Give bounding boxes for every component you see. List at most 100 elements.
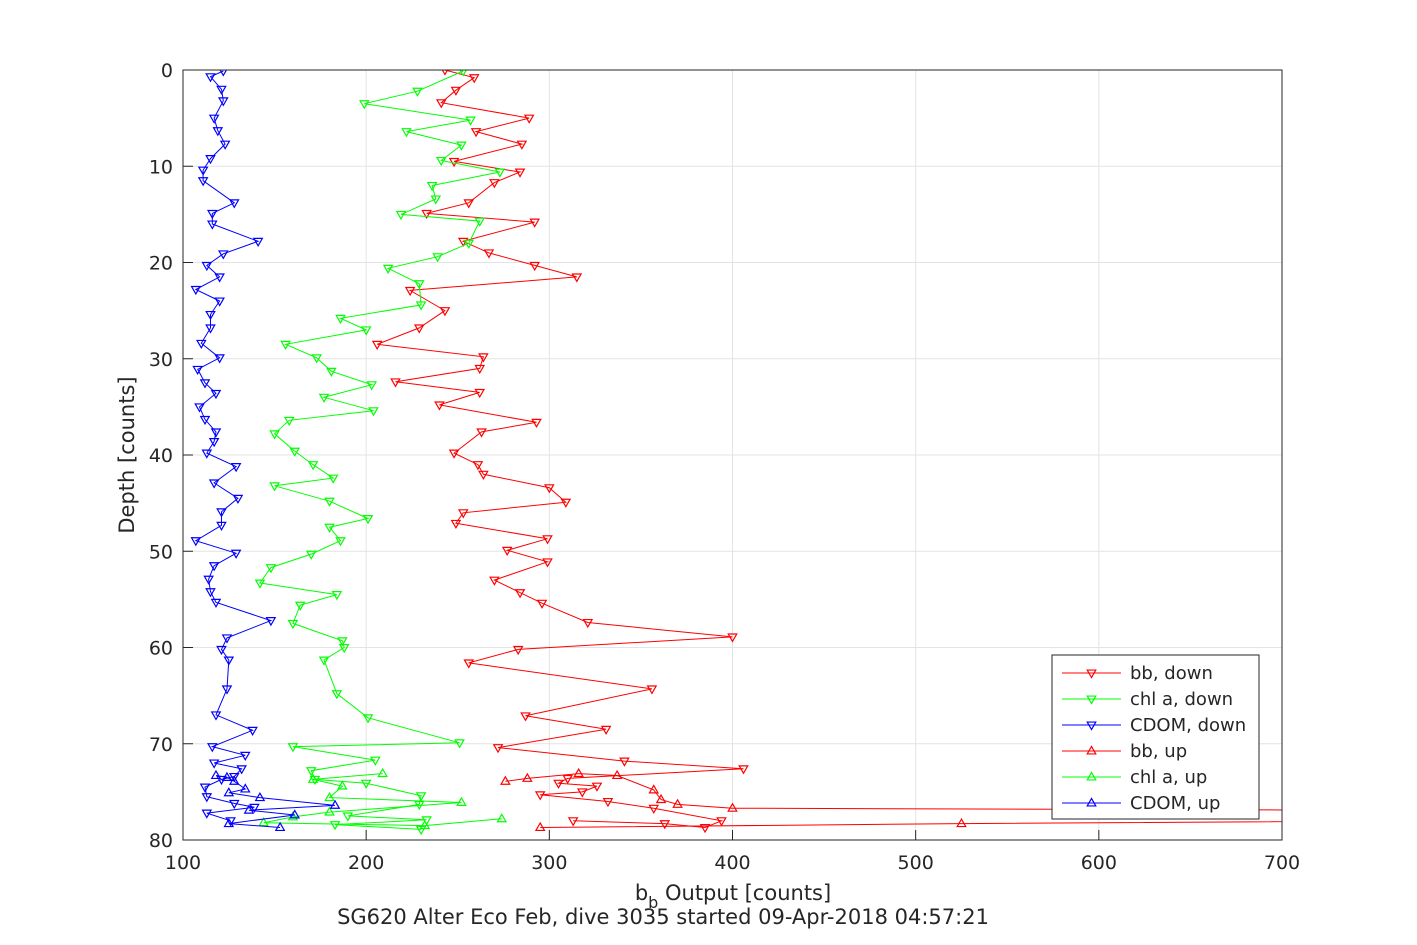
data-point-marker bbox=[324, 497, 335, 507]
data-point-marker bbox=[307, 461, 319, 471]
legend-label: bb, down bbox=[1130, 663, 1213, 684]
data-point-marker bbox=[225, 817, 236, 827]
data-point-marker bbox=[456, 796, 467, 806]
data-point-marker bbox=[648, 804, 660, 814]
data-point-marker bbox=[522, 772, 533, 782]
data-point-marker bbox=[582, 618, 594, 629]
data-point-marker bbox=[324, 523, 335, 533]
data-point-marker bbox=[194, 403, 205, 413]
x-tick-label: 700 bbox=[1264, 852, 1300, 874]
data-point-marker bbox=[412, 87, 423, 97]
data-point-marker bbox=[210, 711, 222, 721]
data-point-marker bbox=[371, 340, 383, 351]
data-point-marker bbox=[463, 199, 475, 209]
data-point-marker bbox=[206, 209, 218, 220]
data-point-marker bbox=[214, 354, 225, 364]
data-point-marker bbox=[283, 416, 295, 427]
data-point-marker bbox=[239, 751, 251, 762]
data-point-marker bbox=[216, 508, 227, 518]
data-point-marker bbox=[247, 726, 258, 736]
data-point-marker bbox=[252, 237, 264, 248]
data-point-marker bbox=[523, 114, 535, 124]
data-point-marker bbox=[342, 812, 354, 822]
data-point-marker bbox=[573, 767, 584, 778]
data-point-marker bbox=[280, 340, 291, 351]
data-point-marker bbox=[337, 637, 348, 647]
data-point-marker bbox=[199, 379, 211, 389]
data-point-marker bbox=[362, 514, 374, 525]
data-point-marker bbox=[205, 588, 216, 598]
data-point-marker bbox=[655, 793, 667, 804]
legend-item: CDOM, down bbox=[1062, 715, 1246, 736]
data-point-marker bbox=[337, 780, 348, 790]
legend-swatch-marker bbox=[1086, 797, 1097, 807]
figure-caption: SG620 Alter Eco Feb, dive 3035 started 0… bbox=[337, 905, 989, 929]
data-point-marker bbox=[377, 767, 388, 778]
legend-item: chl a, up bbox=[1062, 767, 1207, 788]
data-point-marker bbox=[520, 712, 531, 722]
data-point-marker bbox=[567, 817, 579, 827]
data-point-marker bbox=[305, 767, 317, 777]
data-point-marker bbox=[421, 209, 432, 220]
data-point-marker bbox=[324, 791, 335, 802]
data-point-marker bbox=[228, 199, 240, 209]
y-tick-label: 60 bbox=[149, 638, 173, 660]
data-point-marker bbox=[287, 811, 299, 821]
data-point-marker bbox=[470, 128, 482, 138]
data-point-marker bbox=[335, 537, 346, 547]
data-point-marker bbox=[415, 792, 427, 802]
data-point-marker bbox=[265, 617, 277, 627]
data-point-marker bbox=[368, 407, 379, 417]
data-point-marker bbox=[648, 784, 660, 794]
x-tick-label: 100 bbox=[165, 852, 201, 874]
legend-box bbox=[1051, 654, 1260, 820]
data-point-marker bbox=[448, 449, 460, 459]
data-point-marker bbox=[419, 819, 431, 830]
data-point-marker bbox=[197, 166, 209, 176]
data-point-marker bbox=[208, 479, 220, 489]
data-point-marker bbox=[265, 564, 277, 574]
y-tick-label: 30 bbox=[149, 349, 173, 371]
data-point-marker bbox=[542, 535, 553, 545]
data-point-marker bbox=[494, 168, 506, 178]
data-point-marker bbox=[232, 494, 244, 505]
data-point-marker bbox=[478, 470, 489, 480]
legend-item: CDOM, up bbox=[1062, 793, 1220, 814]
data-point-marker bbox=[201, 261, 213, 272]
data-point-marker bbox=[529, 218, 540, 228]
data-point-marker bbox=[478, 353, 489, 363]
data-point-marker bbox=[329, 821, 341, 831]
data-point-marker bbox=[360, 779, 372, 789]
data-point-marker bbox=[208, 759, 220, 769]
data-point-marker bbox=[305, 550, 317, 560]
data-point-marker bbox=[456, 141, 467, 151]
data-point-marker bbox=[432, 253, 443, 263]
data-point-marker bbox=[335, 314, 346, 325]
data-point-marker bbox=[329, 799, 341, 809]
data-point-marker bbox=[236, 765, 247, 775]
data-point-marker bbox=[311, 354, 323, 364]
data-point-marker bbox=[457, 509, 469, 519]
data-point-marker bbox=[190, 285, 202, 296]
data-point-marker bbox=[205, 310, 216, 321]
y-axis-label: Depth [counts] bbox=[115, 376, 139, 533]
data-point-marker bbox=[223, 787, 235, 797]
data-point-marker bbox=[258, 816, 269, 827]
data-point-marker bbox=[201, 449, 213, 459]
data-point-marker bbox=[483, 249, 495, 259]
series-line bbox=[263, 773, 502, 827]
data-point-marker bbox=[492, 744, 504, 754]
series-0 bbox=[371, 70, 749, 834]
data-point-marker bbox=[591, 782, 603, 792]
data-point-marker bbox=[514, 589, 526, 599]
data-point-marker bbox=[646, 685, 658, 695]
data-point-marker bbox=[287, 743, 299, 753]
data-point-marker bbox=[210, 598, 222, 608]
legend-swatch-marker bbox=[1086, 721, 1097, 731]
data-point-marker bbox=[472, 461, 484, 471]
data-point-marker bbox=[274, 821, 286, 832]
data-point-marker bbox=[463, 239, 475, 249]
data-point-marker bbox=[331, 591, 343, 601]
data-point-marker bbox=[307, 773, 319, 783]
data-point-marker bbox=[534, 821, 546, 832]
